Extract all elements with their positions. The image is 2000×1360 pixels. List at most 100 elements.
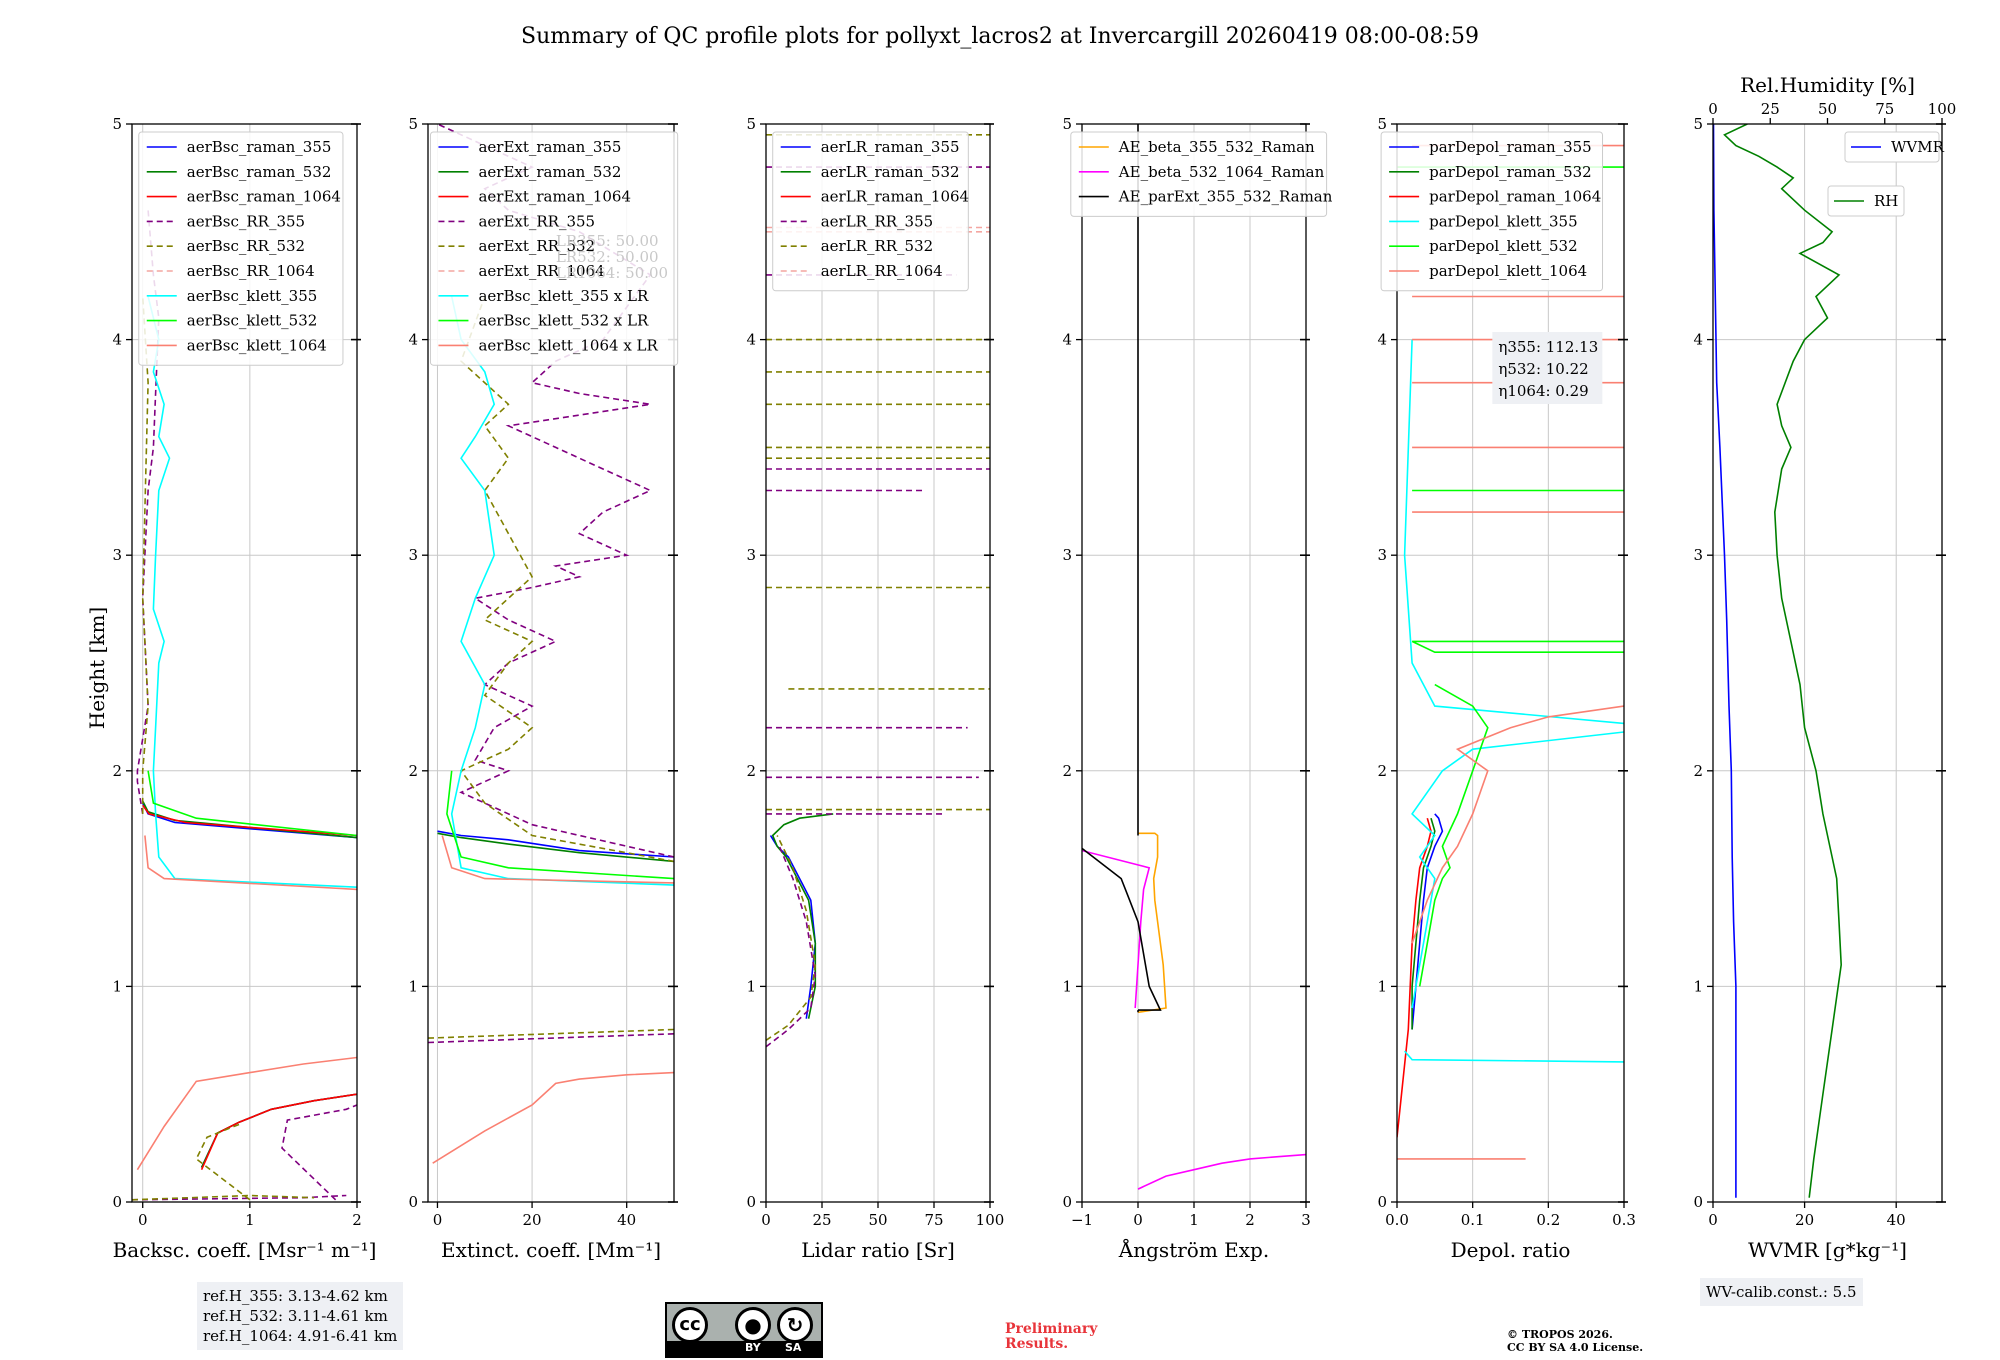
series-line-rh xyxy=(1723,124,1843,1198)
y-tick-label: 0 xyxy=(746,1193,756,1211)
annotation-box xyxy=(1492,332,1603,404)
y-tick-label: 1 xyxy=(1693,977,1703,995)
y-tick-label: 2 xyxy=(746,762,756,780)
ref-height-355: ref.H_355: 3.13-4.62 km xyxy=(203,1287,388,1305)
legend-label-aerbsc-raman-1064: aerBsc_raman_1064 xyxy=(187,188,341,206)
y-tick-label: 0 xyxy=(1062,1193,1072,1211)
top-tick-label: 0 xyxy=(1708,100,1718,118)
legend-label-aerbsc-raman-532: aerBsc_raman_532 xyxy=(187,163,332,181)
x-tick-label: 1 xyxy=(245,1211,255,1229)
panel-bsc: 0 1 2 3 4 5 0 1 2 Backsc. coeff. [Msr⁻¹ m⁻¹] aerBs… xyxy=(112,115,376,1262)
legend-label: WVMR xyxy=(1891,138,1945,156)
y-tick-label: 1 xyxy=(1062,977,1072,995)
legend-label-aerext-raman-532: aerExt_raman_532 xyxy=(478,163,621,181)
legend-label-aerbsc-klett-532: aerBsc_klett_532 xyxy=(187,312,318,330)
legend-label-ae-beta-355-532-raman: AE_beta_355_532_Raman xyxy=(1118,138,1315,156)
x-axis-label: Extinct. coeff. [Mm⁻¹] xyxy=(441,1238,661,1262)
legend-box xyxy=(1827,185,1905,217)
legend-label-aerbsc-rr-1064: aerBsc_RR_1064 xyxy=(187,262,315,280)
legend-label-aerext-raman-1064: aerExt_raman_1064 xyxy=(478,188,631,206)
plot-frame xyxy=(427,123,675,1203)
x-tick-label: 0 xyxy=(433,1211,443,1229)
legend-label-pardepol-klett-532: parDepol_klett_532 xyxy=(1429,237,1578,255)
plot-frame xyxy=(131,123,358,1203)
x-tick-label: 0.3 xyxy=(1612,1211,1636,1229)
legend-label-aerext-rr-355: aerExt_RR_355 xyxy=(478,212,595,230)
figure-title: Summary of QC profile plots for pollyxt_… xyxy=(521,24,1479,49)
series-group-wv xyxy=(1713,124,1843,1198)
y-tick-label: 5 xyxy=(746,115,756,133)
series-line-aerbsc-klett-1064 xyxy=(136,835,357,1171)
top-tick-label: 25 xyxy=(1761,100,1780,118)
y-tick-label: 0 xyxy=(1693,1193,1703,1211)
x-axis-label: Lidar ratio [Sr] xyxy=(801,1238,955,1262)
x-tick-label: 2 xyxy=(352,1211,362,1229)
legend-ae: AE_beta_355_532_Raman AE_beta_532_1064_Ra… xyxy=(1070,131,1333,217)
legend-label-aerbsc-klett-1064: aerBsc_klett_1064 xyxy=(187,336,327,354)
legend-label-aerbsc-klett-532-x-lr: aerBsc_klett_532 x LR xyxy=(478,312,649,330)
legend-label-aerlr-rr-532: aerLR_RR_532 xyxy=(821,237,933,255)
series-line-pardepol-raman-1064 xyxy=(1397,817,1432,1138)
series-line-aerlr-rr-532 xyxy=(766,134,990,1041)
legend-box xyxy=(429,131,679,366)
legend-label-aerbsc-klett-355-x-lr: aerBsc_klett_355 x LR xyxy=(478,287,649,305)
annotation-line: LR355: 50.00 xyxy=(556,232,659,250)
y-tick-label: 3 xyxy=(1062,546,1072,564)
annotation-line: LR1064: 50.00 xyxy=(556,264,668,282)
legend-label-pardepol-klett-355: parDepol_klett_355 xyxy=(1429,212,1578,230)
series-line-aerext-rr-532 xyxy=(428,296,674,1039)
cc-by-label: BY xyxy=(745,1341,761,1354)
x-tick-label: 3 xyxy=(1301,1211,1311,1229)
y-tick-label: 2 xyxy=(1062,762,1072,780)
y-tick-label: 0 xyxy=(1377,1193,1387,1211)
y-tick-label: 4 xyxy=(1693,331,1703,349)
legend-label-aerext-rr-532: aerExt_RR_532 xyxy=(478,237,595,255)
y-tick-label: 3 xyxy=(408,546,418,564)
series-line-aerbsc-klett-355 xyxy=(147,296,357,888)
series-line-aerbsc-klett-1064-x-lr xyxy=(432,835,674,1164)
x-tick-label: 20 xyxy=(523,1211,542,1229)
ref-heights-box: ref.H_355: 3.13-4.62 km ref.H_532: 3.11-… xyxy=(197,1282,404,1350)
y-tick-label: 4 xyxy=(1062,331,1072,349)
series-group-depol xyxy=(1397,144,1624,1160)
series-line-aerlr-raman-532 xyxy=(771,813,834,1019)
series-line-wvmr xyxy=(1713,124,1737,1198)
y-tick-label: 5 xyxy=(1062,115,1072,133)
legend-label-pardepol-raman-1064: parDepol_raman_1064 xyxy=(1429,188,1601,206)
cc-license-badge[interactable]: cc ● ↻ BY SA xyxy=(665,1302,823,1358)
y-tick-label: 1 xyxy=(1377,977,1387,995)
legend-label-aerlr-raman-1064: aerLR_raman_1064 xyxy=(821,188,969,206)
series-line-aerbsc-klett-532 xyxy=(147,770,357,837)
legend-box xyxy=(772,131,969,292)
eta-annotation: η355: 112.13 η532: 10.22 η1064: 0.29 xyxy=(1492,332,1603,404)
x-tick-label: 0 xyxy=(761,1211,771,1229)
cc-sa-label: SA xyxy=(785,1341,802,1354)
y-tick-label: 3 xyxy=(112,546,122,564)
series-line-aerext-raman-532 xyxy=(437,832,674,863)
legend-label-aerext-raman-355: aerExt_raman_355 xyxy=(478,138,621,156)
series-line-ae-parext-355-532-raman xyxy=(1082,124,1162,1013)
panel-ext: 0 1 2 3 4 5 0 20 40 Extinct. coeff. [Mm⁻¹] aerExt_… xyxy=(408,115,679,1262)
x-axis-label: Depol. ratio xyxy=(1451,1238,1571,1262)
preliminary-note: Preliminary Results. xyxy=(1005,1321,1098,1352)
legend-label-aerlr-raman-355: aerLR_raman_355 xyxy=(821,138,960,156)
series-line-aerbsc-rr-532 xyxy=(132,296,315,1201)
series-group-ae xyxy=(1082,124,1306,1190)
legend-wvmr: WVMR xyxy=(1844,131,1945,163)
x-tick-label: 0 xyxy=(138,1211,148,1229)
legend-box xyxy=(138,131,344,366)
x-tick-label: 0 xyxy=(1133,1211,1143,1229)
by-person-icon: ● xyxy=(735,1307,771,1343)
ref-height-1064: ref.H_1064: 4.91-6.41 km xyxy=(203,1327,398,1345)
series-line-ae-beta-355-532-raman xyxy=(1137,832,1167,1014)
top-tick-label: 100 xyxy=(1928,100,1957,118)
x-tick-label: 2 xyxy=(1245,1211,1255,1229)
y-tick-label: 1 xyxy=(408,977,418,995)
y-tick-label: 0 xyxy=(408,1193,418,1211)
series-line-aerbsc-klett-355-x-lr xyxy=(450,296,674,886)
